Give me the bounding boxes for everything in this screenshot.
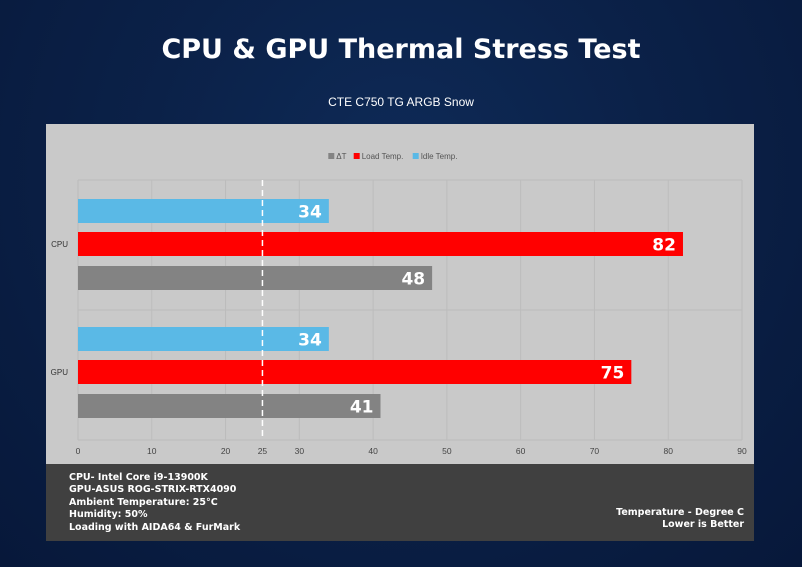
legend-swatch (412, 153, 419, 159)
note-lower-better: Lower is Better (662, 519, 744, 531)
page-title: CPU & GPU Thermal Stress Test (161, 34, 641, 65)
x-tick-label: 20 (221, 446, 231, 456)
bar (78, 199, 329, 223)
legend-label: Idle Temp. (421, 152, 458, 161)
chart-panel: 34 82 48 CPU 34 75 41 GPU 0 10 20 25 30 40 50 60 70 80 90 Δ… (46, 124, 754, 464)
footer-panel: CPU- Intel Core i9-13900K GPU-ASUS ROG-S… (46, 464, 754, 541)
x-tick-label: 70 (590, 446, 600, 456)
spec-gpu: GPU-ASUS ROG-STRIX-RTX4090 (69, 484, 237, 496)
data-label: 34 (298, 331, 322, 351)
legend-swatch (353, 153, 360, 159)
category-label: CPU (51, 240, 68, 249)
bar (78, 232, 683, 256)
note-unit: Temperature - Degree C (616, 507, 744, 518)
spec-cpu: CPU- Intel Core i9-13900K (69, 472, 208, 483)
spec-ambient: Ambient Temperature: 25°C (69, 496, 218, 508)
x-tick-label: 10 (147, 446, 157, 456)
bar (78, 327, 329, 351)
bar-chart: 34 82 48 CPU 34 75 41 GPU 0 10 20 25 30 40 50 60 70 80 90 Δ… (51, 152, 747, 456)
data-label: 82 (652, 236, 676, 256)
legend-label: ΔT (336, 152, 346, 161)
data-label: 48 (401, 270, 425, 290)
data-label: 75 (601, 364, 625, 384)
x-tick-label: 80 (663, 446, 673, 456)
category-label: GPU (51, 368, 69, 377)
x-tick-label: 90 (737, 446, 747, 456)
spec-list: CPU- Intel Core i9-13900K GPU-ASUS ROG-S… (69, 472, 240, 534)
data-label: 41 (350, 398, 374, 418)
bar (78, 394, 381, 418)
x-tick-label: 0 (76, 446, 81, 456)
spec-humidity: Humidity: 50% (69, 509, 148, 521)
x-tick-label: 25 (258, 446, 268, 456)
bar (78, 266, 433, 290)
spec-loading: Loading with AIDA64 & FurMark (69, 521, 241, 533)
chart-subtitle: CTE C750 TG ARGB Snow (328, 95, 474, 109)
bar (78, 360, 632, 384)
legend-label: Load Temp. (362, 152, 404, 161)
x-tick-label: 30 (295, 446, 305, 456)
x-tick-label: 60 (516, 446, 526, 456)
x-tick-label: 40 (368, 446, 378, 456)
note-list: Temperature - Degree C Lower is Better (616, 507, 744, 532)
legend-swatch (328, 153, 335, 159)
data-label: 34 (298, 203, 322, 223)
x-tick-label: 50 (442, 446, 452, 456)
